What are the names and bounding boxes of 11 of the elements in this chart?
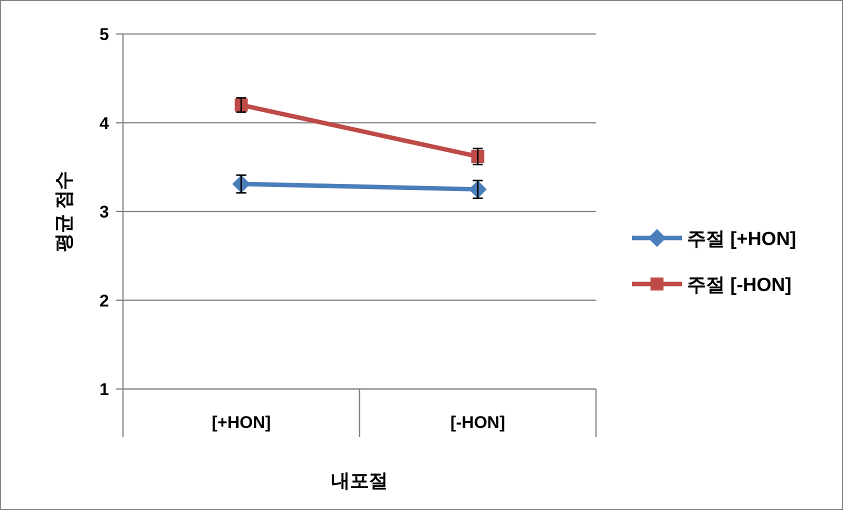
y-tick-label: 4 xyxy=(100,114,110,133)
y-tick-label: 3 xyxy=(100,202,109,222)
legend-label: 주절 [+HON] xyxy=(687,229,796,250)
y-tick-label: 1 xyxy=(100,380,109,399)
y-tick-label: 2 xyxy=(100,291,109,310)
x-tick-label: [-HON] xyxy=(450,413,506,432)
x-tick-label: [+HON] xyxy=(212,413,271,432)
legend-label: 주절 [-HON] xyxy=(687,275,792,296)
y-axis-title: 평균 점수 xyxy=(54,170,75,252)
x-axis-title: 내포절 xyxy=(331,471,388,492)
y-tick-label: 5 xyxy=(100,25,109,44)
